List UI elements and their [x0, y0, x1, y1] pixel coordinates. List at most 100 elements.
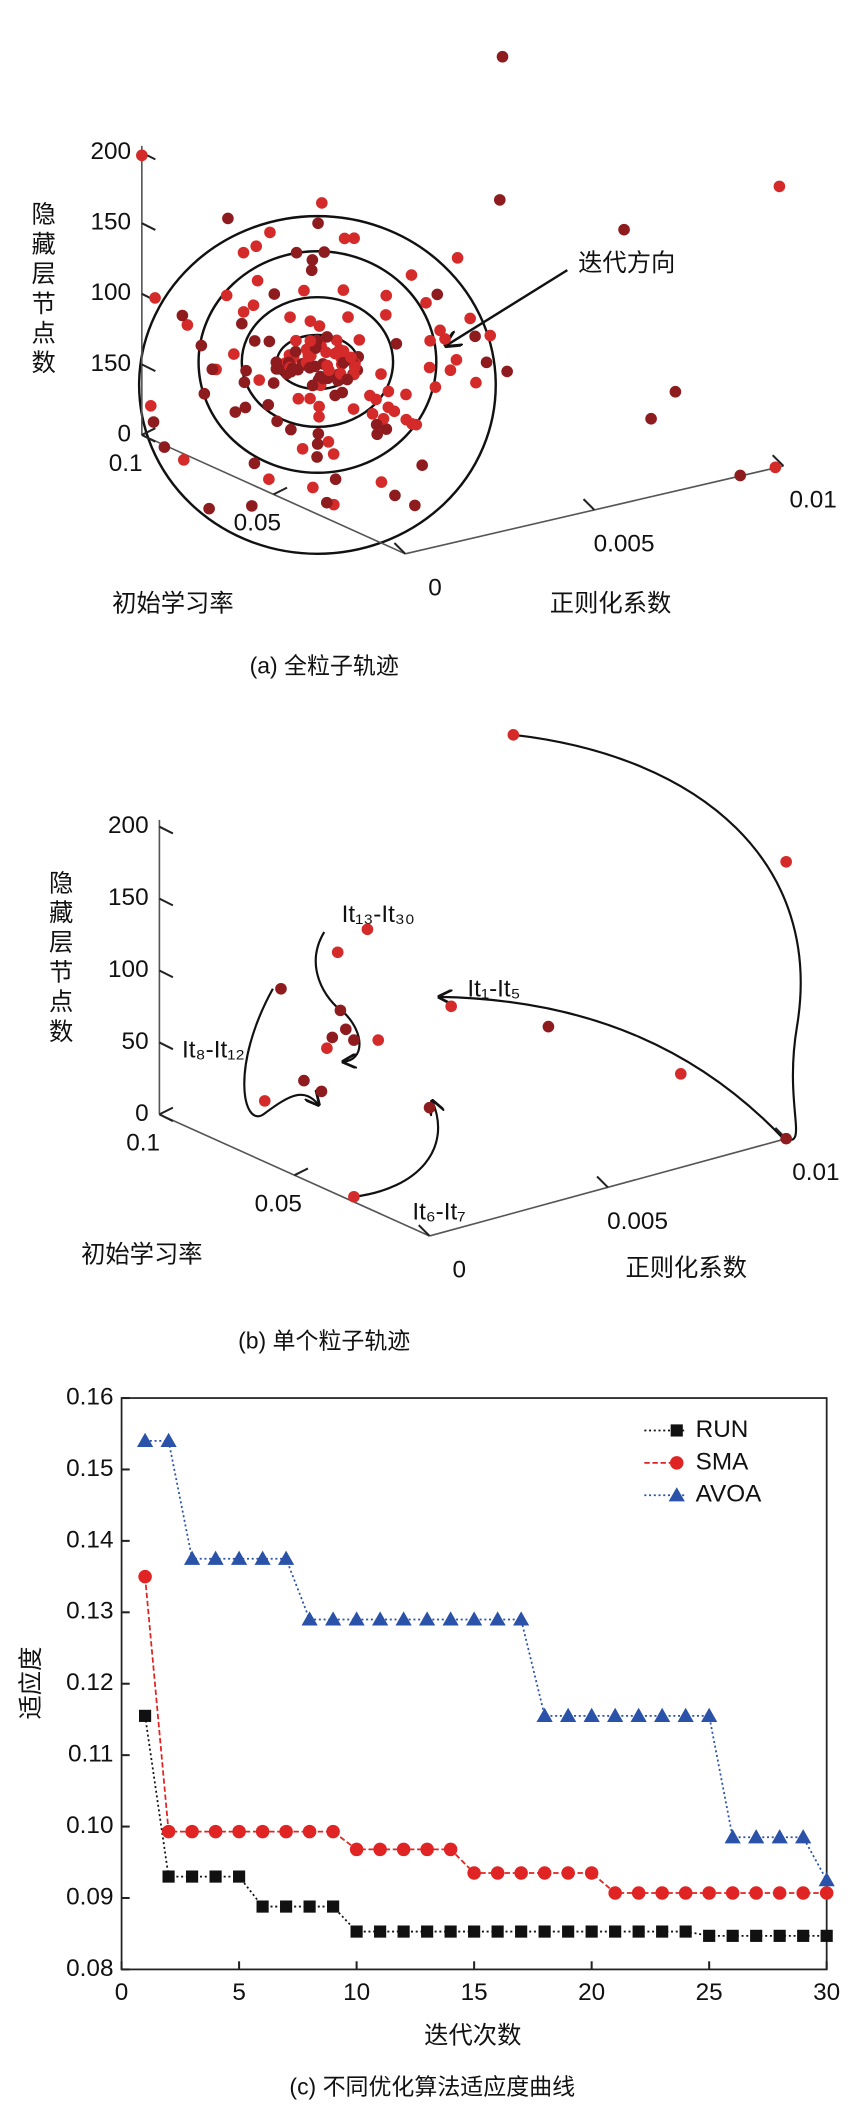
particle: [311, 438, 324, 450]
point: [584, 1866, 599, 1880]
point: [302, 1824, 317, 1839]
particle: [450, 354, 463, 366]
particle: [220, 289, 233, 302]
particle: [341, 373, 354, 386]
y-tick-label: 0.01: [792, 1159, 839, 1186]
legend-marker: [670, 1424, 683, 1437]
point: [656, 1925, 669, 1938]
particle: [780, 855, 792, 868]
particle: [493, 194, 506, 206]
point: [677, 1707, 694, 1722]
point: [724, 1829, 741, 1844]
particle: [177, 454, 190, 466]
point: [702, 1886, 716, 1900]
y-tick-label: 0.12: [66, 1669, 113, 1696]
particle: [237, 306, 250, 318]
point: [490, 1866, 505, 1880]
particle: [309, 360, 321, 373]
point: [279, 1824, 293, 1839]
particle: [181, 319, 194, 331]
z-tick: [158, 1113, 174, 1123]
particle: [400, 388, 412, 401]
point: [536, 1707, 553, 1722]
particle: [320, 346, 332, 359]
point: [350, 1925, 363, 1938]
y-tick-label: 0: [428, 574, 442, 601]
x-tick: [158, 1106, 174, 1116]
point: [749, 1886, 763, 1900]
y-tick-label: 0.16: [66, 1383, 113, 1410]
point: [820, 1929, 833, 1942]
point: [183, 1550, 201, 1565]
particle: [439, 333, 451, 345]
particle: [420, 297, 432, 309]
particle: [382, 385, 395, 398]
particle: [390, 337, 403, 350]
particle: [198, 387, 211, 400]
particle: [370, 418, 383, 431]
point: [395, 1611, 412, 1626]
point: [560, 1707, 577, 1722]
x-tick-label: 20: [578, 1979, 605, 2006]
particle: [240, 364, 252, 377]
particle: [313, 400, 325, 413]
particle: [330, 334, 343, 347]
particle: [262, 399, 275, 411]
y-axis-label: 正则化系数: [625, 1255, 746, 1282]
point: [630, 1707, 647, 1722]
particle: [251, 274, 264, 287]
point: [562, 1925, 575, 1938]
point: [583, 1707, 600, 1722]
particle: [353, 334, 366, 346]
particle: [389, 489, 401, 502]
y-tick: [393, 542, 406, 555]
particle: [248, 335, 261, 347]
point: [632, 1925, 645, 1938]
z-tick: [158, 1041, 174, 1051]
particle: [334, 1004, 347, 1017]
particle: [470, 376, 482, 389]
particle: [371, 428, 383, 441]
x-tick-label: 15: [461, 1979, 488, 2006]
particle: [674, 1068, 687, 1080]
x-tick-label: 10: [343, 1979, 370, 2006]
y-tick-label: 0.09: [66, 1883, 113, 1910]
point: [162, 1870, 175, 1883]
point: [301, 1611, 318, 1626]
particle: [203, 502, 215, 515]
particle: [507, 729, 520, 741]
particle: [315, 1085, 328, 1098]
particle: [469, 330, 481, 343]
point: [538, 1925, 551, 1938]
z-tick: [141, 222, 156, 231]
particle: [258, 1095, 271, 1107]
panel-a: 迭代方向 (a) 全粒子轨迹 隐藏层节点数 初始学习率 正则化系数 200 150…: [28, 50, 837, 678]
annotation: 迭代方向: [578, 250, 675, 277]
particle: [316, 197, 328, 209]
point: [419, 1611, 436, 1626]
y-tick-label: 0.14: [66, 1526, 113, 1553]
particle: [484, 329, 497, 342]
particle: [144, 399, 157, 412]
particle: [542, 1020, 555, 1033]
y-tick-label: 0.005: [594, 530, 655, 557]
z-tick-label: 200: [108, 812, 149, 839]
particle: [206, 363, 219, 376]
legend-label: AVOA: [696, 1481, 763, 1508]
point: [254, 1550, 271, 1565]
point: [750, 1929, 763, 1942]
particle: [370, 393, 382, 406]
x-tick-label: 25: [696, 1979, 723, 2006]
z-tick-label: 0: [118, 420, 132, 447]
y-tick-label: 0.01: [790, 487, 837, 514]
particle: [313, 410, 325, 423]
point: [348, 1611, 365, 1626]
particle: [434, 324, 446, 337]
point: [772, 1886, 787, 1900]
particle: [375, 368, 387, 380]
particle: [289, 345, 302, 358]
point: [489, 1611, 506, 1626]
particle: [406, 418, 418, 430]
point: [678, 1886, 693, 1900]
